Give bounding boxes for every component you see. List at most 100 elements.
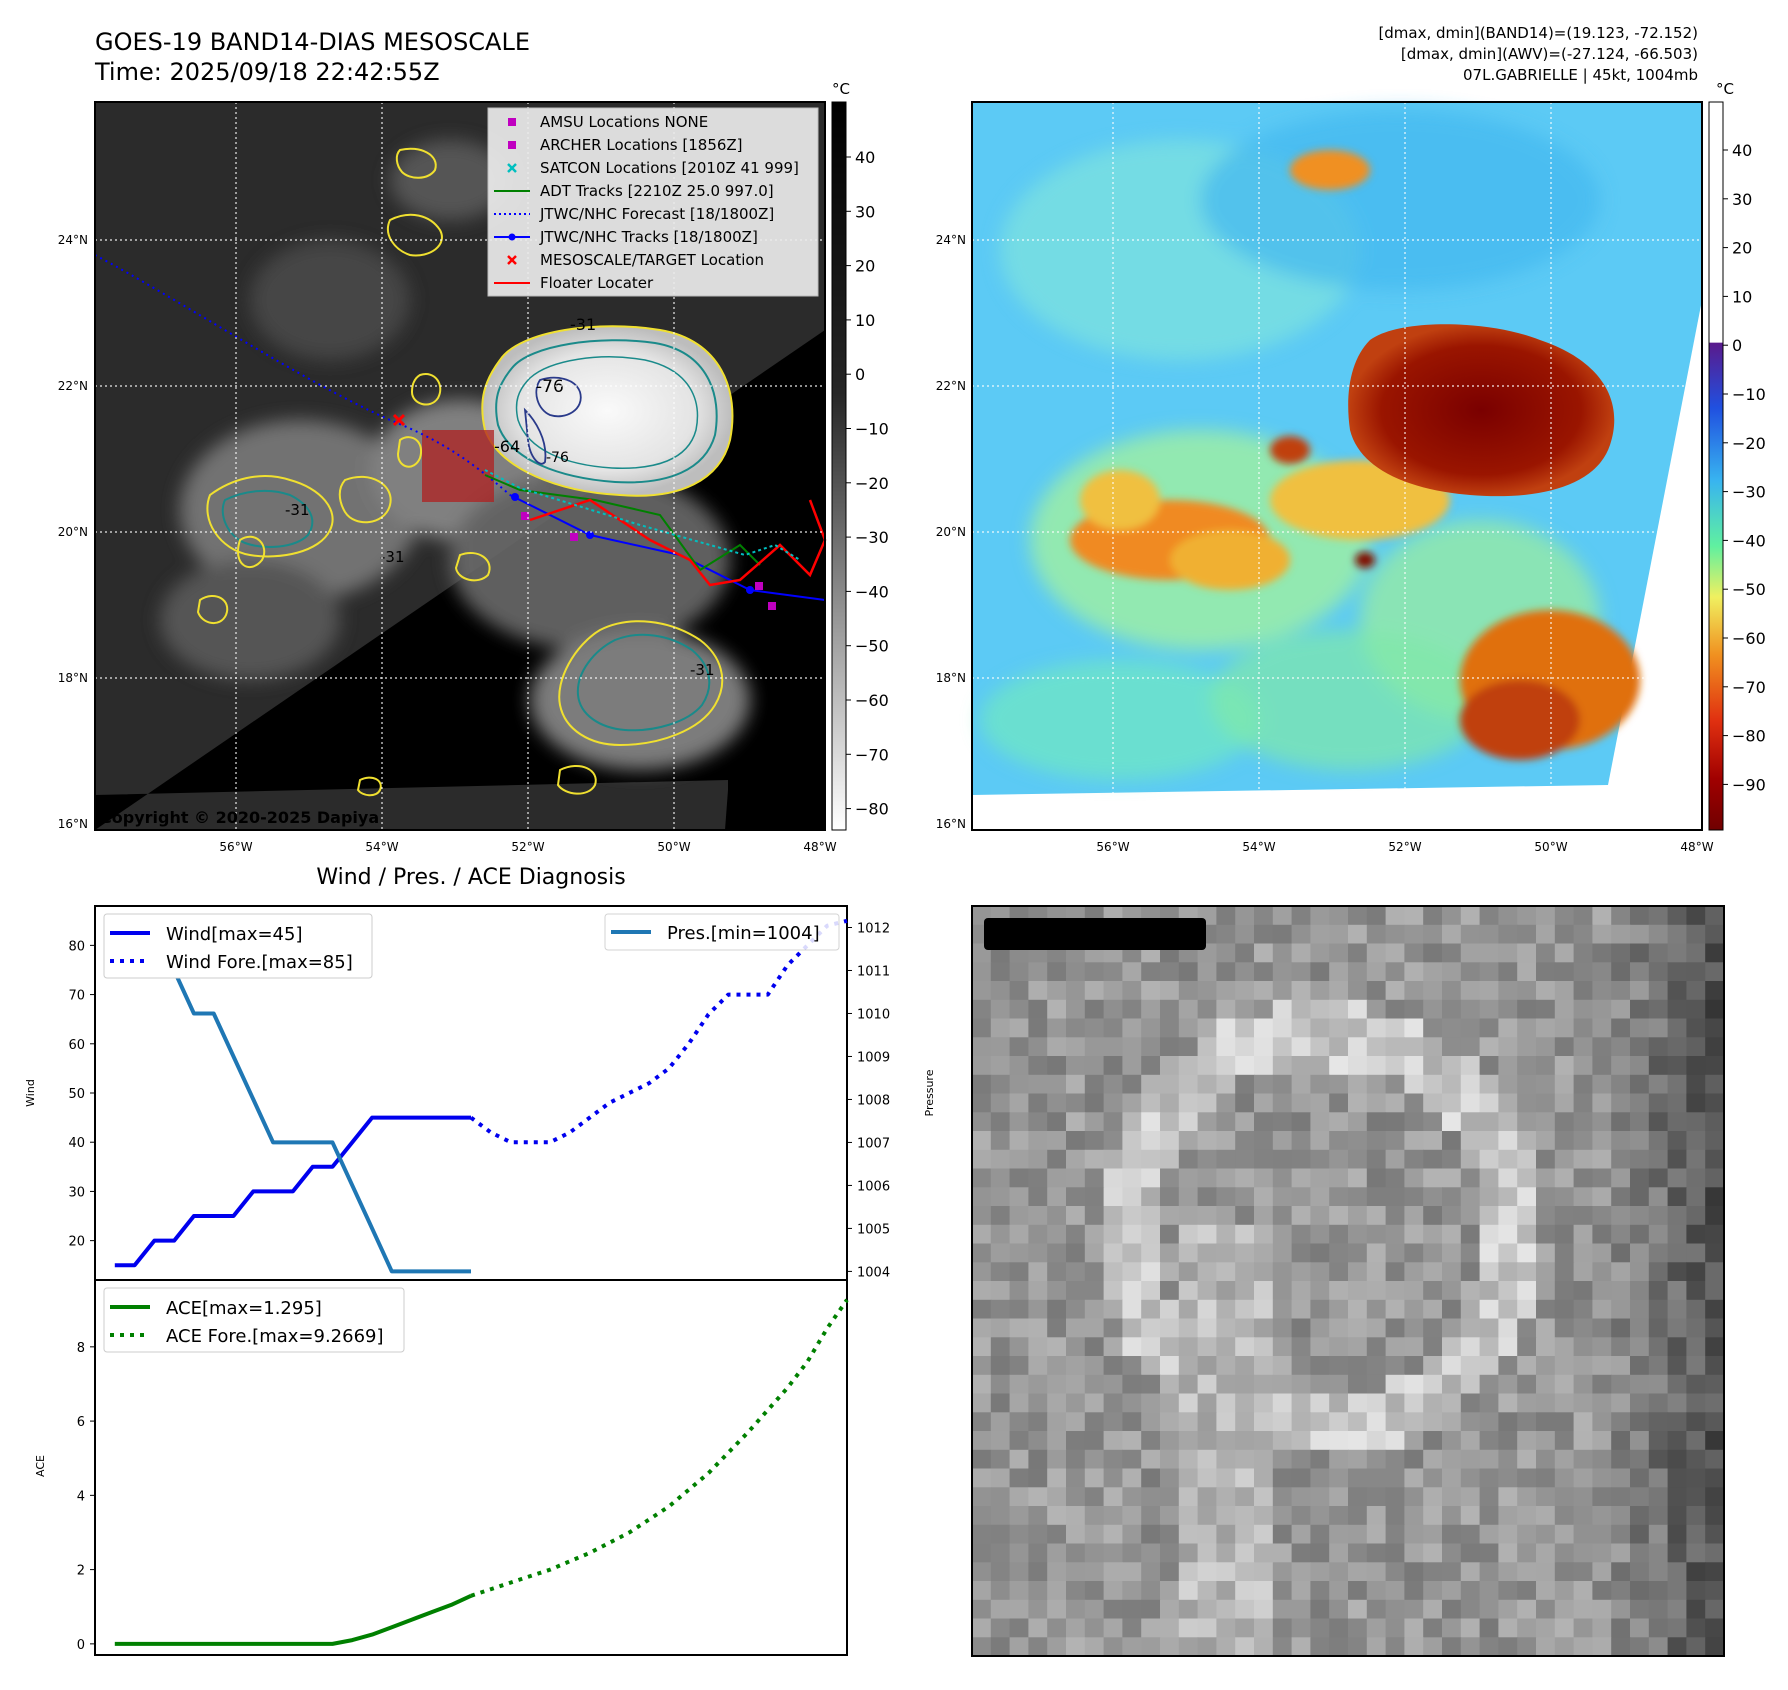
- wmg-cell: [1611, 1131, 1631, 1151]
- wmg-cell: [1103, 1037, 1123, 1057]
- wmg-cell: [1366, 1093, 1387, 1113]
- wmg-cell: [990, 1131, 1011, 1151]
- wmg-cell: [1310, 1637, 1330, 1657]
- wmg-cell: [1028, 1187, 1048, 1207]
- wmg-cell: [1385, 1599, 1405, 1620]
- wmg-cell: [1686, 1206, 1706, 1226]
- wmg-cell: [1009, 1018, 1029, 1038]
- wmg-cell: [1028, 1074, 1048, 1095]
- wmg-cell: [1216, 1449, 1236, 1470]
- colorbar-tick-label: −30: [1732, 483, 1766, 502]
- wmg-cell: [972, 1281, 992, 1301]
- wmg-cell: [1141, 1318, 1161, 1338]
- wmg-cell: [1630, 906, 1650, 926]
- wmg-cell: [990, 1018, 1011, 1038]
- wmg-cell: [1103, 1599, 1123, 1620]
- wmg-cell: [1047, 1356, 1067, 1376]
- wmg-cell: [1178, 1318, 1199, 1338]
- wmg-cell: [1066, 1281, 1086, 1301]
- wmg-cell: [990, 1093, 1011, 1113]
- wmg-cell: [1197, 1074, 1217, 1095]
- wmg-cell: [1348, 962, 1368, 982]
- wmg-cell: [1272, 1299, 1293, 1320]
- wmg-cell: [1630, 1356, 1650, 1376]
- colorbar-tick-label: 40: [855, 148, 875, 167]
- wmg-cell: [1084, 1149, 1105, 1170]
- colorbar-tick-label: −70: [855, 745, 889, 764]
- wmg-cell: [1009, 1131, 1029, 1151]
- wmg-cell: [1254, 1224, 1274, 1245]
- wmg-cell: [1404, 1243, 1424, 1263]
- wmg-cell: [1611, 1581, 1631, 1601]
- wmg-cell: [1442, 999, 1462, 1020]
- wmg-cell: [1009, 1618, 1029, 1638]
- wmg-cell: [1667, 906, 1687, 926]
- wmg-cell: [1178, 1131, 1199, 1151]
- wmg-cell: [1291, 1074, 1311, 1095]
- wmg-cell: [1667, 1168, 1687, 1188]
- wmg-cell: [1611, 1187, 1631, 1207]
- wmg-cell: [1084, 1581, 1105, 1601]
- wmg-cell: [1160, 1393, 1180, 1413]
- wmg-cell: [1460, 1281, 1481, 1301]
- wmg-cell: [1216, 943, 1236, 963]
- wmg-cell: [1310, 1599, 1330, 1620]
- wmg-cell: [1648, 1281, 1669, 1301]
- wmg-cell: [1479, 1281, 1499, 1301]
- wmg-cell: [1235, 1243, 1255, 1263]
- wmg-cell: [1197, 1374, 1217, 1395]
- wmg-cell: [1197, 1056, 1217, 1076]
- wmg-cell: [1084, 1412, 1105, 1432]
- wmg-cell: [1385, 1074, 1405, 1095]
- wmg-cell: [1536, 1393, 1556, 1413]
- wmg-cell: [972, 1431, 992, 1451]
- wmg-cell: [1648, 943, 1669, 963]
- wmg-cell: [1423, 1468, 1443, 1488]
- wmg-cell: [1366, 1131, 1387, 1151]
- wmg-cell: [1122, 1599, 1142, 1620]
- wmg-cell: [1517, 1374, 1537, 1395]
- wmg-cell: [1667, 1581, 1687, 1601]
- wmg-cell: [1197, 1431, 1217, 1451]
- wmg-cell: [1141, 1037, 1161, 1057]
- copyright-text: Copyright © 2020-2025 Dapiya: [100, 808, 379, 827]
- wmg-cell: [1254, 1112, 1274, 1132]
- wmg-cell: [1047, 1637, 1067, 1657]
- wmg-cell: [1047, 1431, 1067, 1451]
- wmg-cell: [1667, 1318, 1687, 1338]
- wmg-cell: [1592, 1243, 1612, 1263]
- wmg-cell: [1592, 924, 1612, 945]
- wmg-cell: [1517, 1318, 1537, 1338]
- wmg-cell: [1084, 1187, 1105, 1207]
- wmg-cell: [1536, 1543, 1556, 1563]
- wmg-cell: [1554, 1243, 1575, 1263]
- wmg-cell: [1216, 1543, 1236, 1563]
- wmg-cell: [1009, 1262, 1029, 1282]
- wmg-cell: [1686, 1562, 1706, 1582]
- wmg-cell: [990, 1562, 1011, 1582]
- wmg-cell: [1611, 1224, 1631, 1245]
- wmg-cell: [1291, 1149, 1311, 1170]
- wmg-cell: [1197, 981, 1217, 1001]
- lat-tick-label: 18°N: [58, 671, 88, 685]
- wmg-cell: [1686, 981, 1706, 1001]
- wmg-cell: [972, 1243, 992, 1263]
- wmg-cell: [1554, 1093, 1575, 1113]
- wmg-cell: [1272, 924, 1293, 945]
- wmg-cell: [1178, 1506, 1199, 1526]
- wmg-cell: [1310, 1131, 1330, 1151]
- wmg-cell: [1423, 1506, 1443, 1526]
- wmg-cell: [1423, 962, 1443, 982]
- wmg-cell: [1705, 1618, 1725, 1638]
- wmg-cell: [1517, 1168, 1537, 1188]
- wmg-cell: [1460, 1431, 1481, 1451]
- y-tick-label: 40: [68, 1136, 85, 1151]
- wmg-cell: [1291, 1599, 1311, 1620]
- wmg-cell: [1648, 1206, 1669, 1226]
- wmg-cell: [1028, 1412, 1048, 1432]
- wmg-cell: [1667, 1112, 1687, 1132]
- wmg-cell: [1047, 1318, 1067, 1338]
- wmg-cell: [1103, 1131, 1123, 1151]
- wmg-cell: [1178, 1393, 1199, 1413]
